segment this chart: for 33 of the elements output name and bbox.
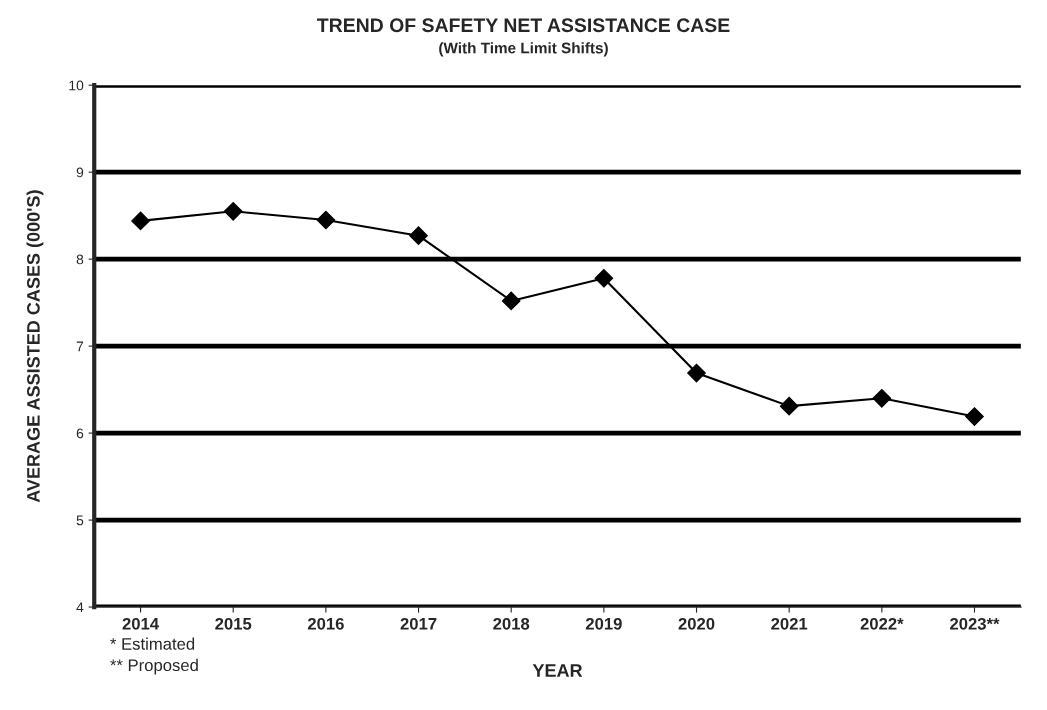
x-axis-title: YEAR: [532, 664, 583, 677]
y-tick-label: 5: [76, 515, 84, 526]
point: [501, 291, 521, 311]
x-tick-label: 2023**: [950, 617, 1000, 630]
x-tick-label: 2020: [678, 617, 715, 630]
x-tick-label: 2017: [400, 617, 437, 630]
y-tick-label: 9: [76, 167, 84, 178]
point: [965, 407, 984, 426]
point: [316, 210, 336, 230]
point: [687, 363, 706, 383]
point: [872, 388, 892, 408]
y-tick-label: 8: [76, 254, 84, 265]
y-tick-label: 6: [76, 428, 84, 439]
y-axis-title: AVERAGE ASSISTED CASES (000'S): [26, 190, 44, 503]
x-tick-label: 2016: [307, 617, 344, 630]
x-tick-label: 2019: [585, 617, 622, 630]
text: * Estimated: [110, 637, 195, 650]
x-tick-label: 2014: [122, 617, 160, 630]
text: ** Proposed: [110, 658, 198, 675]
chart-subtitle: (With Time Limit Shifts): [439, 42, 608, 57]
x-tick-label: 2022*: [860, 617, 904, 630]
x-tick-label: 2015: [215, 617, 252, 630]
y-tick-label: 7: [76, 341, 84, 352]
point: [409, 226, 428, 246]
point: [779, 396, 799, 416]
point: [594, 268, 614, 288]
y-tick-label: 10: [69, 80, 84, 91]
x-tick-label: 2018: [493, 617, 530, 630]
y-tick-label: 4: [76, 602, 84, 613]
chart-title: TREND OF SAFETY NET ASSISTANCE CASE: [317, 18, 730, 33]
x-tick-label: 2021: [771, 617, 808, 630]
point: [223, 201, 243, 221]
point: [131, 211, 150, 231]
